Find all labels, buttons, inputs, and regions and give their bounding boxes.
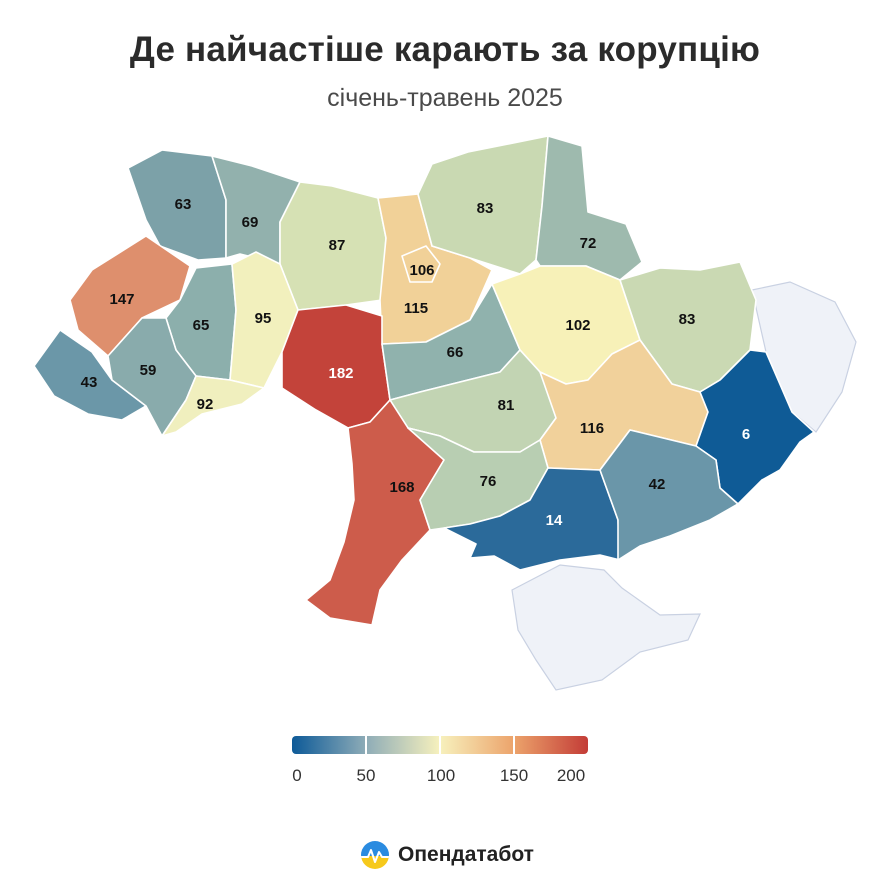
legend-tick-100: 100 bbox=[426, 766, 456, 785]
legend-tick-50: 50 bbox=[356, 766, 376, 785]
region-odesa bbox=[305, 399, 445, 626]
value-label-kharkiv: 83 bbox=[679, 311, 696, 328]
region-sumy bbox=[535, 135, 643, 281]
opendatabot-logo-icon bbox=[361, 841, 389, 869]
legend-tick-0: 0 bbox=[292, 766, 302, 785]
value-label-donetsk: 6 bbox=[742, 426, 750, 443]
value-label-kirovohrad: 81 bbox=[498, 397, 515, 414]
brand-name: Опендатабот bbox=[398, 843, 534, 866]
legend-tick-200: 200 bbox=[556, 766, 586, 785]
value-label-khmelnytskyi: 95 bbox=[255, 310, 272, 327]
value-label-chernihiv: 83 bbox=[477, 200, 494, 217]
value-label-sumy: 72 bbox=[580, 235, 597, 252]
region-value-labels: 63 69 87 115 106 83 72 147 65 95 182 66 … bbox=[81, 196, 751, 529]
region-kherson bbox=[443, 467, 621, 571]
value-label-zakarpattia: 43 bbox=[81, 374, 98, 391]
value-label-kyiv-oblast: 115 bbox=[404, 300, 428, 317]
map-subtitle: січень-травень 2025 bbox=[327, 84, 563, 112]
value-label-chernivtsi: 92 bbox=[197, 396, 214, 413]
legend-divider bbox=[439, 736, 441, 754]
color-scale-legend bbox=[292, 736, 588, 754]
value-label-kherson: 14 bbox=[546, 512, 563, 529]
value-label-ternopil: 65 bbox=[193, 317, 210, 334]
value-label-poltava: 102 bbox=[565, 317, 590, 334]
brand-logo: Опендатабот bbox=[360, 838, 534, 872]
value-label-vinnytsia: 182 bbox=[328, 365, 353, 382]
value-label-ivano-frankivsk: 59 bbox=[140, 362, 157, 379]
region-chernivtsi bbox=[161, 375, 265, 437]
legend-divider bbox=[513, 736, 515, 754]
region-crimea bbox=[511, 564, 701, 691]
value-label-rivne: 69 bbox=[242, 214, 259, 231]
value-label-zaporizhzhia: 42 bbox=[649, 476, 666, 493]
region-zhytomyr bbox=[279, 181, 387, 311]
value-label-kyiv-city: 106 bbox=[409, 262, 434, 279]
value-label-zhytomyr: 87 bbox=[329, 237, 346, 254]
value-label-mykolaiv: 76 bbox=[480, 473, 497, 490]
legend-divider bbox=[365, 736, 367, 754]
legend-tick-150: 150 bbox=[499, 766, 529, 785]
value-label-odesa: 168 bbox=[389, 479, 414, 496]
value-label-lviv: 147 bbox=[109, 291, 134, 308]
value-label-cherkasy: 66 bbox=[447, 344, 464, 361]
value-label-volyn: 63 bbox=[175, 196, 192, 213]
region-kyiv-city bbox=[401, 245, 441, 283]
region-zaporizhzhia bbox=[599, 429, 739, 561]
map-title: Де найчастіше карають за корупцію bbox=[129, 30, 761, 69]
value-label-dnipro: 116 bbox=[580, 420, 604, 437]
